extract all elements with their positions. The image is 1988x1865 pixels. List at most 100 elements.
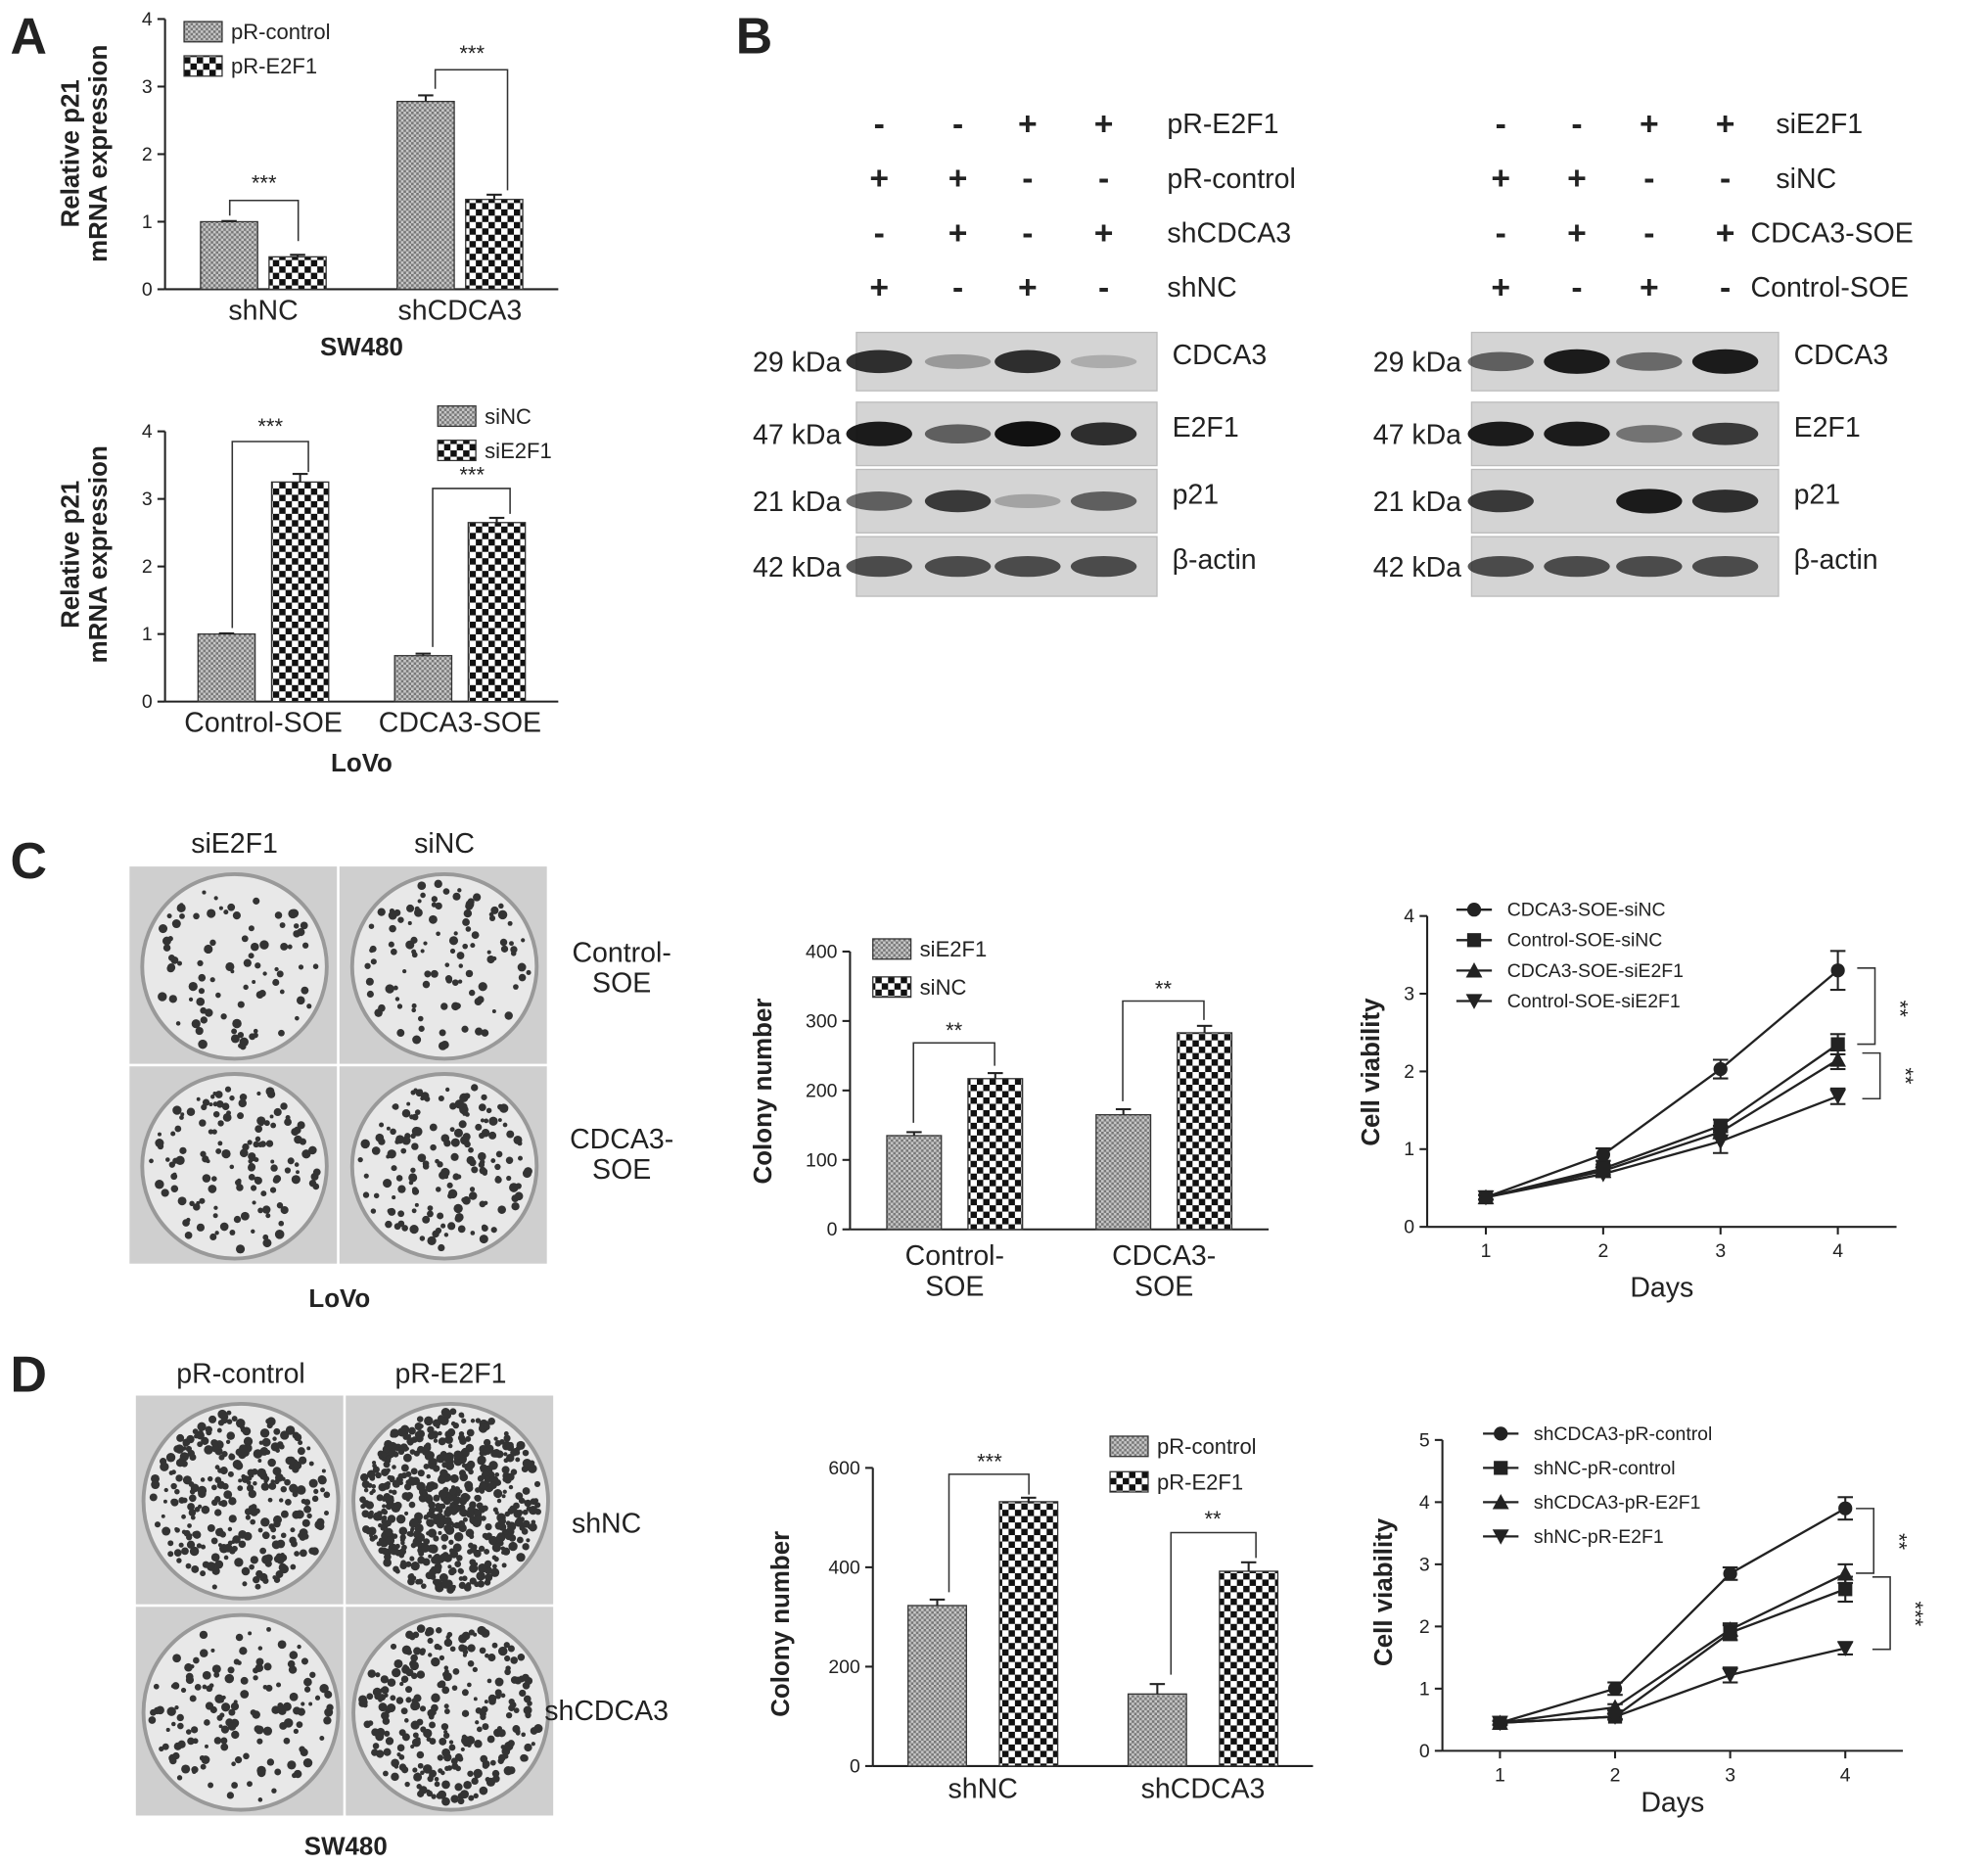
colony [516,1536,524,1544]
colony [372,1463,377,1469]
colony [189,1453,197,1462]
point [1838,1582,1853,1597]
colony [316,1522,325,1531]
condition-sign: - [952,270,963,306]
significance-bracket [948,1473,1030,1593]
colony [467,898,475,906]
colony [478,1103,486,1112]
colony [159,924,168,934]
colony [373,1146,378,1152]
colony [438,1474,446,1484]
colony [230,969,235,974]
colony [431,1703,439,1712]
colony [440,1408,450,1418]
colony [257,1207,263,1214]
colony [483,1438,491,1447]
colony [430,1143,437,1151]
colony [223,909,229,915]
x-tick-label: Control-SOE [905,1240,1004,1302]
colony [424,1416,434,1426]
colony [457,979,463,984]
colony [225,961,235,972]
colony [461,1689,469,1697]
colony [377,1515,384,1521]
blot-band [1070,354,1137,369]
colony [248,925,254,932]
colony [411,1007,417,1013]
colony [385,1220,393,1229]
colony [231,1761,236,1767]
band-size: 21 kDa [1373,487,1461,518]
colony [191,1564,200,1573]
colony [219,1712,225,1718]
colony [444,1765,450,1772]
colony [366,990,374,999]
colony [220,1013,227,1020]
significance-bracket [434,69,509,191]
colony [480,1713,486,1721]
condition-sign: + [1094,215,1114,252]
dish [140,1072,329,1261]
colony [172,1654,181,1663]
colony [262,1238,272,1248]
condition-sign: - [1022,215,1033,252]
legend-marker [1465,961,1483,978]
colony [423,941,428,946]
colony [524,1743,532,1752]
colony [415,1089,424,1097]
colony [451,1522,457,1528]
colony [420,1648,426,1655]
colony [189,1200,195,1207]
colony [178,1542,184,1548]
colony [440,1223,446,1229]
colony [439,1737,447,1746]
row-label: shNC [572,1508,641,1539]
colony [447,1189,458,1199]
colony [486,1735,495,1744]
colony [416,1784,422,1790]
colony [392,1489,397,1495]
colony [209,977,215,983]
colony [450,1795,459,1803]
colony [241,1566,251,1576]
colony [506,1130,515,1139]
colony [306,1003,312,1009]
colony [218,1501,224,1507]
colony [378,1537,384,1543]
colony [381,1711,390,1720]
colony [284,1167,292,1174]
significance-label: *** [459,41,485,66]
colony [390,1643,397,1650]
colony [451,1685,458,1691]
colony [402,1446,408,1452]
colony [208,1415,217,1423]
colony [454,1099,465,1109]
colony [438,1095,444,1102]
colony [311,1495,319,1503]
colony [390,1428,399,1438]
colony [413,1529,422,1539]
colony [486,1678,492,1684]
colony [505,1520,511,1526]
colony [199,1197,206,1204]
colony [390,948,397,956]
colony [438,1243,445,1252]
colony [483,1422,490,1431]
x-axis-title: LoVo [331,750,393,777]
colony [257,1797,263,1802]
colony [199,1630,208,1640]
colony [461,1736,471,1746]
colony [423,1463,430,1469]
colony [393,985,398,991]
colony [254,1176,260,1184]
colony [254,1508,260,1515]
bar [197,632,256,703]
colony [207,1475,213,1482]
colony [441,1780,450,1790]
colony [188,1509,197,1516]
colony [402,1664,408,1670]
colony [405,1497,410,1502]
colony [454,1783,463,1792]
colony [448,1568,456,1576]
bar [396,100,455,291]
